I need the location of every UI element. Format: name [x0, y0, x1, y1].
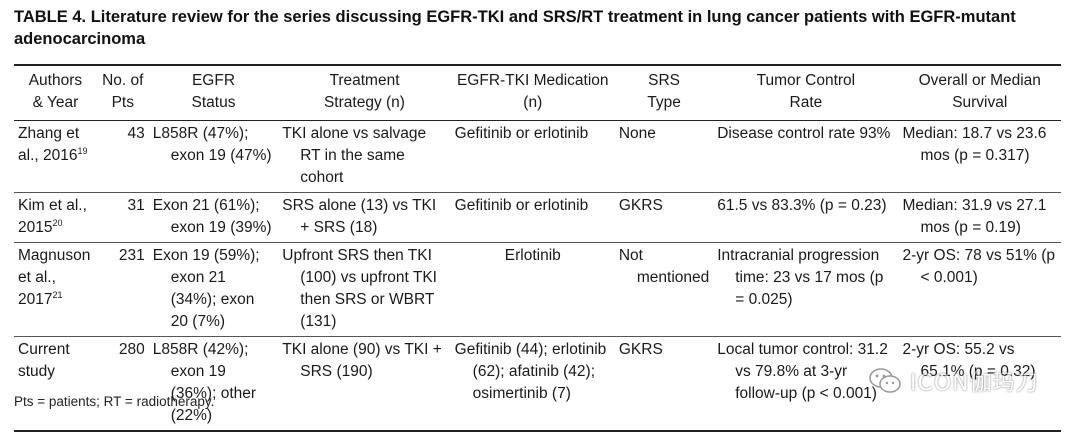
cell-medication: Gefitinib or erlotinib — [450, 192, 615, 243]
cell-medication: Gefitinib or erlotinib — [450, 120, 615, 193]
cell-medication: Gefitinib (44); erlotinib (62); afatinib… — [450, 336, 615, 432]
table-header-row: Authors & Year No. of Pts EGFR Status Treat… — [14, 64, 1061, 121]
cell-survival: 2-yr OS: 55.2 vs 65.1% (p = 0.32) — [898, 336, 1061, 432]
watermark-text: ICON伽玛刀 — [910, 371, 1039, 396]
cell-srs: GKRS — [614, 192, 714, 243]
cell-survival: Median: 31.9 vs 27.1 mos (p = 0.19) — [898, 192, 1061, 243]
header-egfr: EGFR Status — [148, 64, 279, 121]
cell-author: Kim et al., 201520 — [14, 192, 97, 243]
header-strategy: Treatment Strategy (n) — [278, 64, 451, 121]
cell-strategy: TKI alone vs salvage RT in the same coho… — [278, 120, 451, 193]
cell-strategy: TKI alone (90) vs TKI + SRS (190) — [278, 336, 451, 432]
cell-medication: Erlotinib — [450, 242, 615, 337]
cell-control: Disease control rate 93% — [713, 120, 899, 193]
table-row: Current study 280 L858R (42%); exon 19 (… — [14, 336, 1061, 432]
header-control-rate: Tumor Control Rate — [713, 64, 899, 121]
header-survival: Overall or Median Survival — [898, 64, 1061, 121]
cell-srs: None — [614, 120, 714, 193]
cell-egfr: Exon 19 (59%); exon 21 (34%); exon 20 (7… — [148, 242, 279, 337]
cell-pts: 31 — [96, 192, 149, 243]
cell-egfr: L858R (47%); exon 19 (47%) — [148, 120, 279, 193]
cell-pts: 231 — [96, 242, 149, 337]
wechat-icon — [869, 368, 901, 393]
cell-egfr: Exon 21 (61%); exon 19 (39%) — [148, 192, 279, 243]
cell-strategy: SRS alone (13) vs TKI + SRS (18) — [278, 192, 451, 243]
cell-author: Current study — [14, 336, 97, 432]
cell-pts: 43 — [96, 120, 149, 193]
cell-srs: GKRS — [614, 336, 714, 432]
cell-control: Local tumor control: 31.2 vs 79.8% at 3-… — [713, 336, 899, 432]
header-pts: No. of Pts — [96, 64, 149, 121]
cell-pts: 280 — [96, 336, 149, 432]
cell-strategy: Upfront SRS then TKI (100) vs upfront TK… — [278, 242, 451, 337]
cell-control: Intracranial progression time: 23 vs 17 … — [713, 242, 899, 337]
header-medication: EGFR-TKI Medication (n) — [450, 64, 615, 121]
cell-survival: Median: 18.7 vs 23.6 mos (p = 0.317) — [898, 120, 1061, 193]
watermark: ICON伽玛刀 — [868, 366, 1039, 396]
cell-author: Zhang et al., 201619 — [14, 120, 97, 193]
header-srs-type: SRS Type — [614, 64, 714, 121]
cell-srs: Not mentioned — [614, 242, 714, 337]
table-row: Kim et al., 201520 31 Exon 21 (61%); exo… — [14, 192, 1061, 243]
table-title: TABLE 4. Literature review for the serie… — [14, 8, 1016, 48]
cell-author: Magnuson et al., 201721 — [14, 242, 97, 337]
table-footnote: Pts = patients; RT = radiotherapy. — [14, 394, 215, 409]
table-row: Magnuson et al., 201721 231 Exon 19 (59%… — [14, 242, 1061, 337]
cell-control: 61.5 vs 83.3% (p = 0.23) — [713, 192, 899, 243]
cell-survival: 2-yr OS: 78 vs 51% (p < 0.001) — [898, 242, 1061, 337]
header-authors: Authors & Year — [14, 64, 97, 121]
literature-table: Authors & Year No. of Pts EGFR Status Treat… — [14, 64, 1061, 432]
cell-egfr: L858R (42%); exon 19 (36%); other (22%) — [148, 336, 279, 432]
table-row: Zhang et al., 201619 43 L858R (47%); exo… — [14, 120, 1061, 193]
